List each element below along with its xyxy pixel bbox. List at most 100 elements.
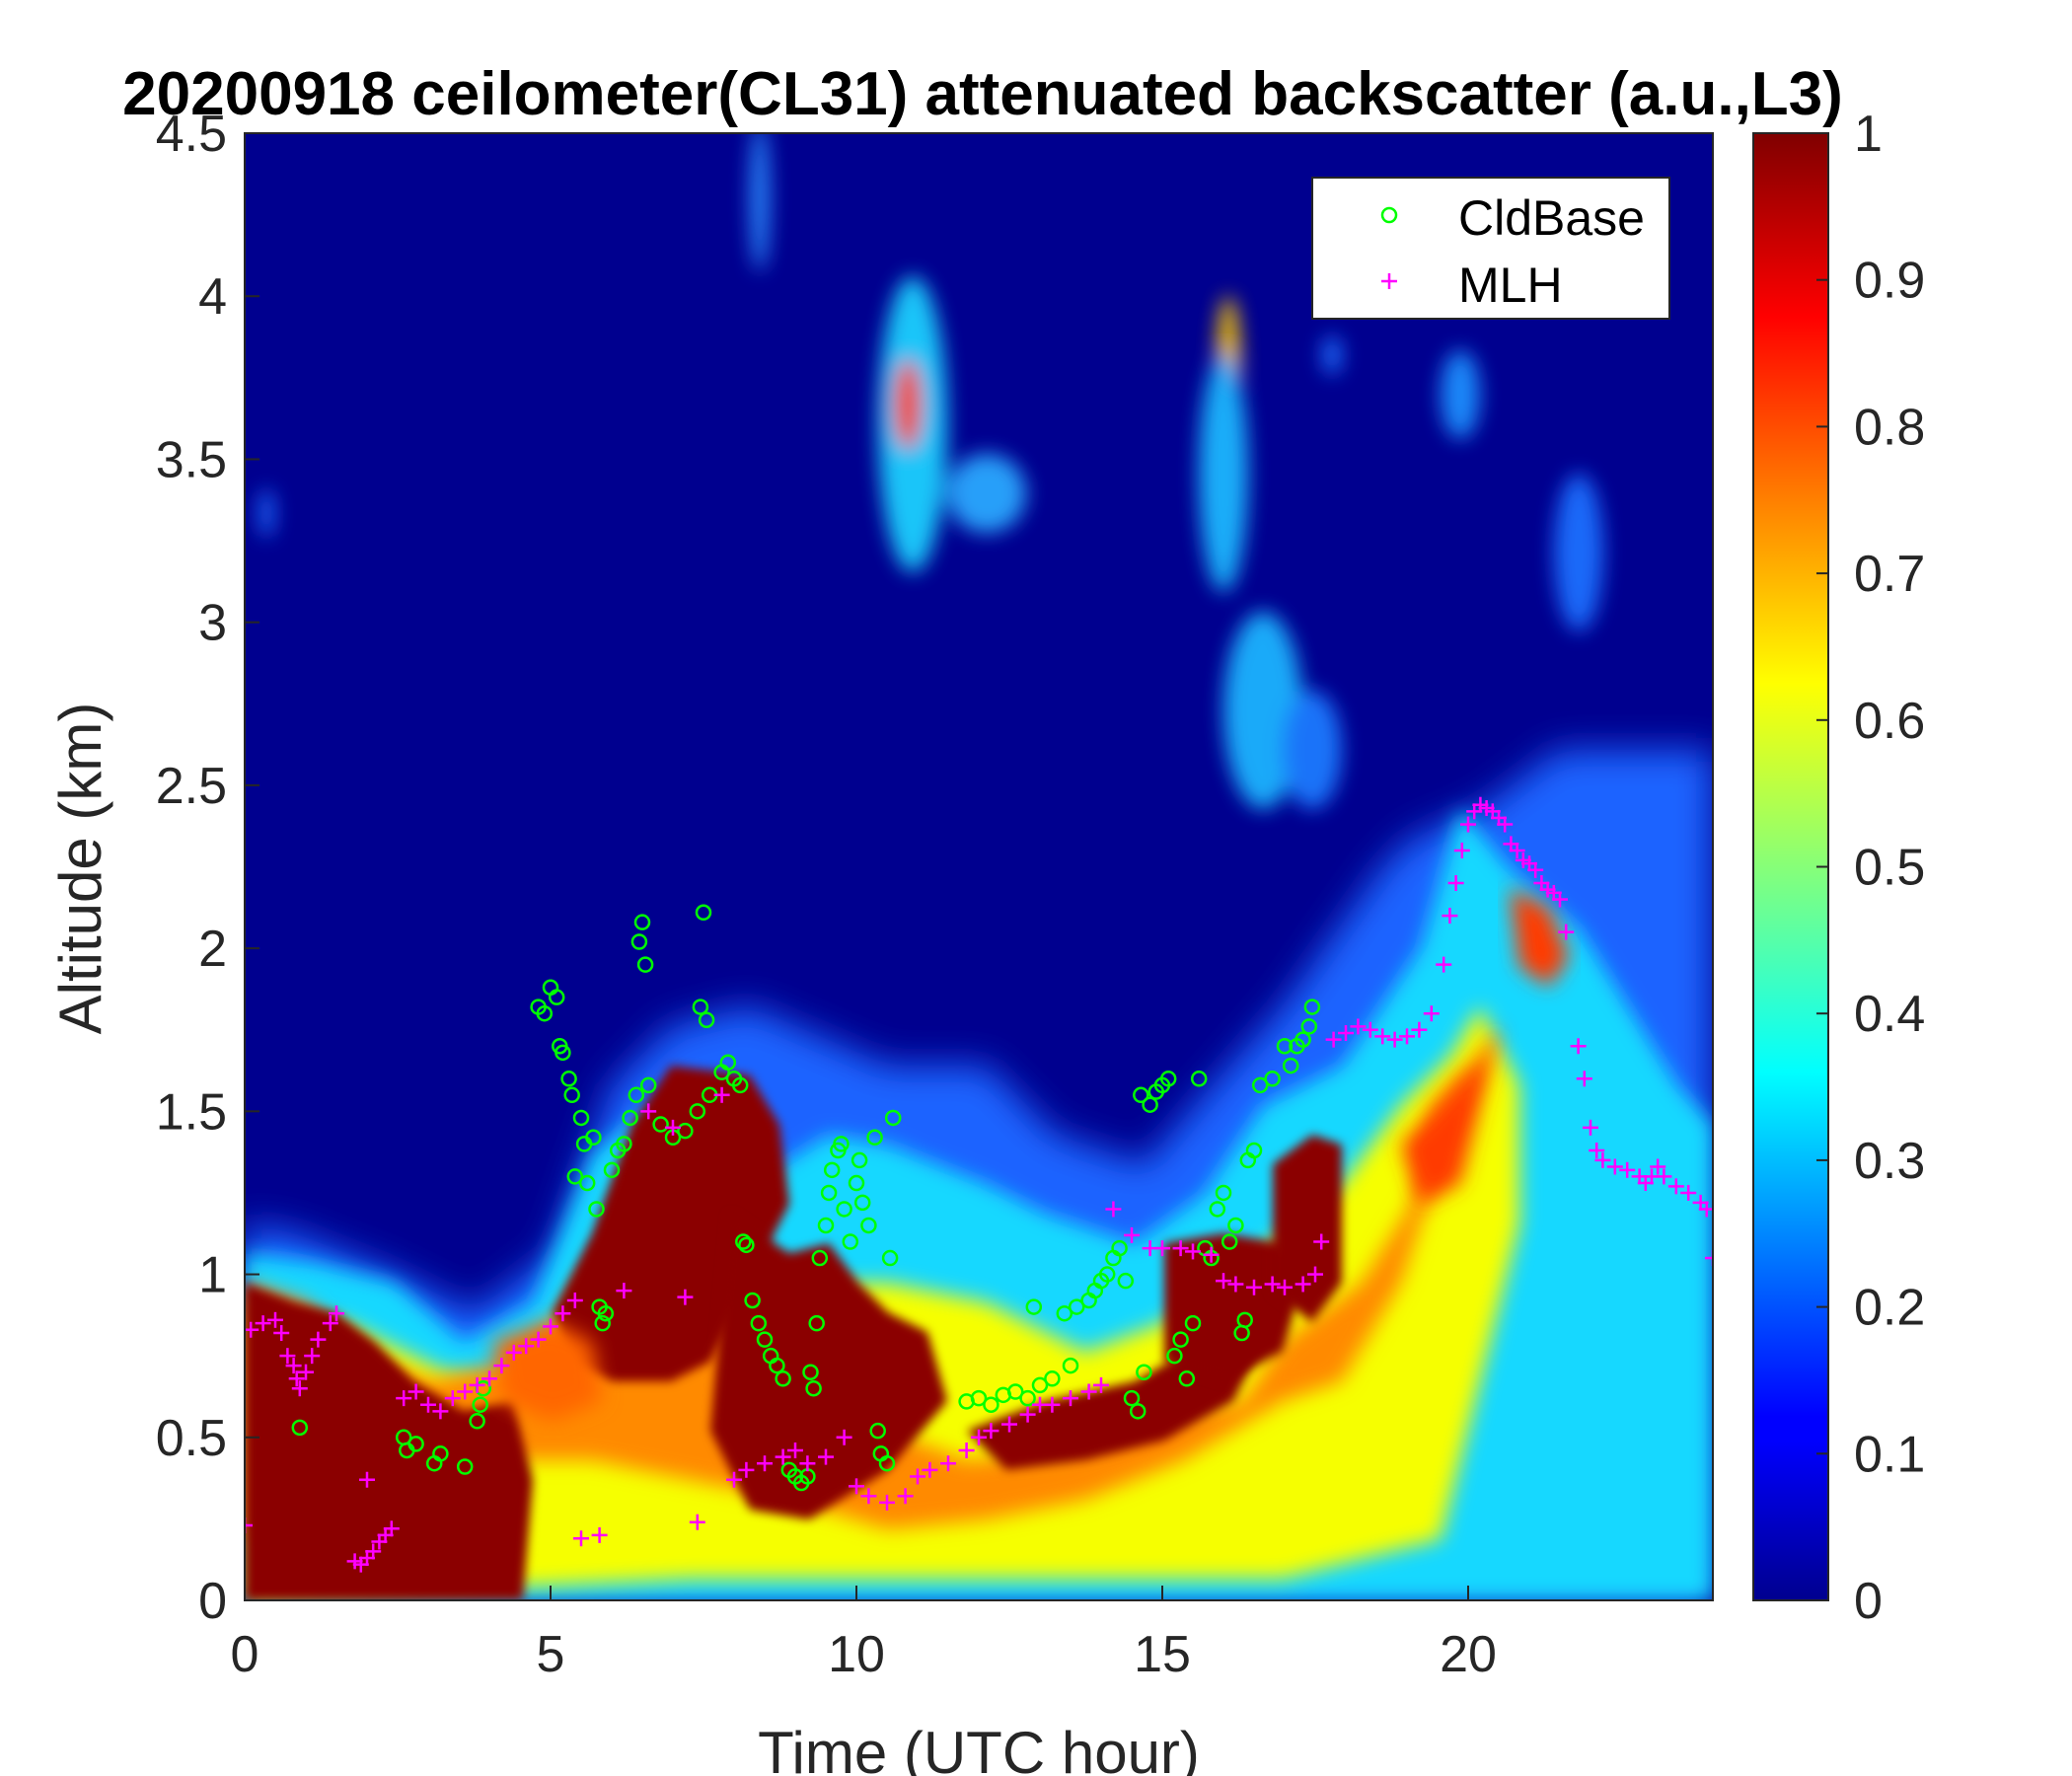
backscatter-heatmap: [245, 133, 1713, 1600]
mlh-point: [1570, 1038, 1587, 1055]
mlh-point: [1680, 1184, 1697, 1201]
mlh-point: [640, 1103, 657, 1120]
cldbase-point: [860, 1217, 877, 1234]
cldbase-point: [823, 1161, 841, 1179]
y-tick-label: 1: [198, 1247, 227, 1304]
mlh-point: [1080, 1383, 1097, 1400]
cldbase-point: [756, 1331, 774, 1348]
cldbase-point: [1019, 1389, 1036, 1407]
cldbase-point: [585, 1129, 602, 1147]
mlh-point: [420, 1396, 436, 1413]
mlh-point: [1277, 1279, 1293, 1295]
mlh-point: [1583, 1119, 1598, 1136]
cldbase-point: [750, 1314, 768, 1332]
mlh-point: [757, 1455, 773, 1472]
mlh-point: [1576, 1071, 1592, 1087]
cldbase-point: [536, 1004, 554, 1022]
mlh-point: [279, 1348, 296, 1365]
legend-cldbase-marker: [1380, 206, 1398, 224]
cldbase-point: [1264, 1071, 1281, 1087]
mlh-point: [566, 1292, 583, 1308]
y-tick-label: 0: [198, 1573, 227, 1630]
colorbar-tick-label: 0.3: [1854, 1133, 1925, 1190]
mlh-point: [1338, 1025, 1354, 1042]
cldbase-point: [1111, 1239, 1128, 1257]
mlh-point: [285, 1358, 302, 1374]
mlh-point: [267, 1311, 283, 1328]
mlh-point: [1705, 1250, 1713, 1267]
cldbase-point: [1142, 1096, 1158, 1113]
mlh-point: [1325, 1031, 1342, 1048]
cldbase-point: [597, 1304, 615, 1322]
cldbase-point: [1136, 1364, 1152, 1380]
cldbase-point: [1215, 1184, 1232, 1202]
mlh-point: [1105, 1201, 1122, 1218]
mlh-point: [665, 1119, 681, 1136]
cldbase-point: [1172, 1331, 1189, 1348]
mlh-point: [1154, 1240, 1170, 1257]
x-axis-label: Time (UTC hour): [758, 1720, 1200, 1776]
cldbase-point: [630, 933, 648, 950]
cldbase-point: [616, 1136, 632, 1152]
cldbase-point: [652, 1116, 669, 1133]
mlh-point: [255, 1315, 271, 1332]
cldbase-point: [1068, 1298, 1085, 1315]
cldbase-point: [970, 1389, 988, 1407]
mlh-point: [910, 1468, 925, 1485]
mlh-point: [940, 1455, 956, 1472]
mlh-point: [1019, 1406, 1036, 1423]
mlh-point: [469, 1376, 485, 1393]
legend-box: [1311, 177, 1670, 320]
y-tick-label: 2: [198, 921, 227, 978]
cldbase-point: [1006, 1383, 1024, 1400]
mlh-point: [738, 1461, 755, 1478]
cldbase-point: [548, 989, 565, 1005]
cldbase-point: [1236, 1311, 1253, 1329]
cldbase-point: [738, 1236, 755, 1254]
colorbar-gradient: [1752, 132, 1829, 1601]
colorbar-tick-label: 0.1: [1854, 1426, 1925, 1483]
cldbase-point: [884, 1109, 902, 1127]
mlh-point: [407, 1383, 424, 1400]
cldbase-point: [744, 1292, 761, 1309]
cldbase-point: [1044, 1370, 1061, 1387]
mlh-point: [1227, 1276, 1244, 1293]
plot-area-frame: [244, 132, 1714, 1601]
y-tick-label: 0.5: [156, 1410, 227, 1467]
mlh-point: [1650, 1158, 1666, 1175]
mlh-point: [291, 1380, 308, 1397]
mlh-point: [1447, 875, 1464, 892]
cldbase-point: [555, 1044, 571, 1062]
cldbase-point: [1062, 1357, 1079, 1374]
cldbase-point: [588, 1201, 605, 1218]
mlh-point: [1399, 1028, 1415, 1045]
cldbase-point: [1025, 1298, 1043, 1315]
mlh-point: [922, 1461, 938, 1478]
cldbase-point: [633, 914, 651, 930]
cldbase-point: [1123, 1389, 1141, 1407]
cldbase-point: [1117, 1272, 1135, 1290]
cldbase-point: [695, 904, 712, 922]
mlh-point: [879, 1494, 895, 1511]
cldbase-point: [1276, 1037, 1294, 1055]
cldbase-point: [560, 1071, 577, 1087]
x-tick-label: 0: [231, 1626, 259, 1683]
colorbar-tick-label: 0.9: [1854, 253, 1925, 310]
mlh-point: [1044, 1396, 1061, 1413]
colorbar-tick-label: 0.2: [1854, 1280, 1925, 1337]
cldbase-point: [572, 1109, 590, 1127]
cldbase-point: [594, 1314, 611, 1332]
colorbar-tick-label: 0.8: [1854, 399, 1925, 456]
cldbase-point: [692, 999, 709, 1015]
cldbase-point: [622, 1109, 638, 1127]
cldbase-point: [1031, 1376, 1049, 1394]
cldbase-point: [848, 1174, 865, 1192]
mlh-point: [616, 1283, 632, 1299]
legend-mlh-marker: [1381, 273, 1397, 289]
mlh-point: [288, 1370, 305, 1387]
mlh-point: [1423, 1005, 1440, 1022]
cldbase-point: [1166, 1347, 1183, 1365]
mlh-point: [1093, 1376, 1109, 1393]
y-axis-label: Altitude (km): [47, 703, 113, 1035]
colorbar-tick-label: 0: [1854, 1573, 1883, 1630]
